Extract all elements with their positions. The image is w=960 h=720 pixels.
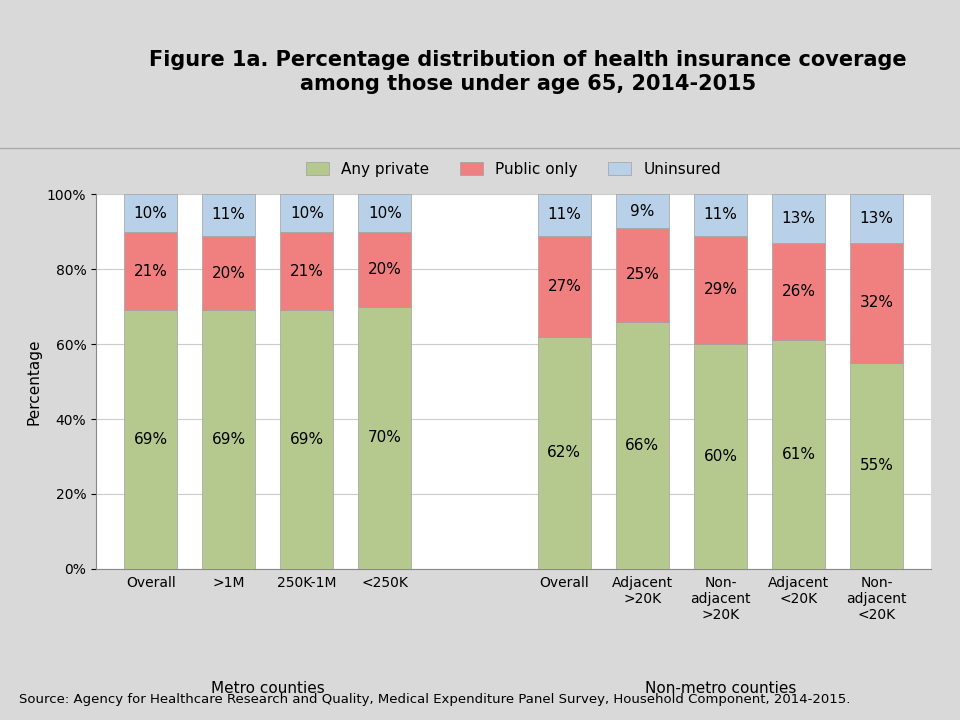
Text: Source: Agency for Healthcare Research and Quality, Medical Expenditure Panel Su: Source: Agency for Healthcare Research a… <box>19 693 851 706</box>
Bar <box>203 235 255 310</box>
Text: 32%: 32% <box>859 295 894 310</box>
Text: Non-metro counties: Non-metro counties <box>645 681 796 696</box>
Bar <box>538 235 590 337</box>
Text: 70%: 70% <box>368 431 401 445</box>
Text: 60%: 60% <box>704 449 737 464</box>
Bar <box>358 232 411 307</box>
Bar <box>850 243 903 363</box>
Bar <box>203 194 255 235</box>
Text: 10%: 10% <box>133 206 168 220</box>
Text: 13%: 13% <box>781 211 815 226</box>
Bar <box>280 310 333 569</box>
Legend: Any private, Public only, Uninsured: Any private, Public only, Uninsured <box>300 156 727 183</box>
Text: 55%: 55% <box>859 459 894 473</box>
Text: 10%: 10% <box>290 206 324 220</box>
Bar <box>538 337 590 569</box>
Text: 20%: 20% <box>368 262 401 276</box>
Text: 66%: 66% <box>625 438 660 453</box>
Text: 25%: 25% <box>626 267 660 282</box>
Text: 61%: 61% <box>781 447 815 462</box>
Text: 26%: 26% <box>781 284 815 300</box>
Bar <box>694 235 747 344</box>
Text: 13%: 13% <box>859 211 894 226</box>
Text: 69%: 69% <box>290 432 324 447</box>
Bar <box>124 232 178 310</box>
Text: Metro counties: Metro counties <box>211 681 324 696</box>
Text: 69%: 69% <box>133 432 168 447</box>
Bar <box>772 341 825 569</box>
Text: 20%: 20% <box>212 266 246 281</box>
Text: 69%: 69% <box>211 432 246 447</box>
Text: 29%: 29% <box>704 282 737 297</box>
Bar <box>772 243 825 341</box>
Bar <box>203 310 255 569</box>
Text: 11%: 11% <box>547 207 581 222</box>
Bar <box>358 307 411 569</box>
Bar <box>694 344 747 569</box>
Bar <box>616 228 669 322</box>
Text: 11%: 11% <box>704 207 737 222</box>
Bar <box>616 194 669 228</box>
Text: 9%: 9% <box>630 204 655 219</box>
Y-axis label: Percentage: Percentage <box>26 338 41 425</box>
Text: 21%: 21% <box>133 264 168 279</box>
Bar <box>694 194 747 235</box>
Text: 62%: 62% <box>547 445 582 460</box>
Text: 11%: 11% <box>212 207 246 222</box>
Text: 10%: 10% <box>368 206 401 220</box>
Bar <box>850 363 903 569</box>
Bar <box>850 194 903 243</box>
Bar <box>358 194 411 232</box>
Text: 27%: 27% <box>547 279 581 294</box>
Bar <box>124 310 178 569</box>
Text: 21%: 21% <box>290 264 324 279</box>
Bar <box>616 322 669 569</box>
Bar <box>538 194 590 235</box>
Text: Figure 1a. Percentage distribution of health insurance coverage
among those unde: Figure 1a. Percentage distribution of he… <box>149 50 907 94</box>
Bar <box>280 194 333 232</box>
Bar <box>124 194 178 232</box>
Bar <box>772 194 825 243</box>
Bar <box>280 232 333 310</box>
